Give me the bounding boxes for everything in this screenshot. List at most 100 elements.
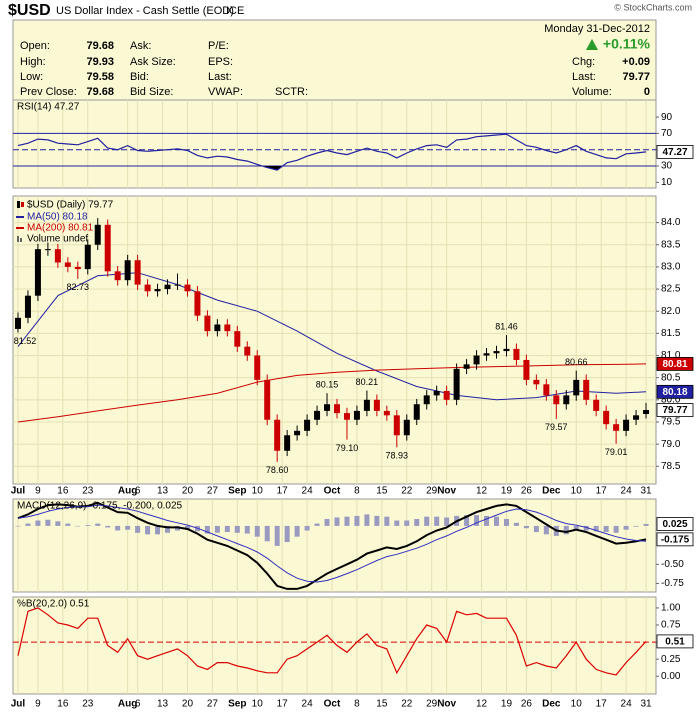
histogram-bar [324, 518, 330, 526]
x-tick-label: 17 [277, 699, 289, 710]
candle-body [94, 224, 101, 245]
x-tick-label: 10 [571, 486, 583, 497]
legend-icon [21, 202, 24, 207]
price-annotation: 81.52 [14, 336, 37, 346]
histogram-bar [65, 523, 71, 526]
stat-value: +0.09 [622, 56, 650, 68]
quote-box [12, 19, 657, 101]
candle-body [264, 379, 271, 420]
candle-body [134, 260, 141, 285]
legend-icon [17, 236, 19, 242]
histogram-bar [513, 522, 519, 526]
panel-title: RSI(14) 47.27 [17, 102, 80, 113]
histogram-bar [55, 521, 61, 526]
stat-label: Prev Close: [20, 86, 77, 98]
histogram-bar [264, 525, 270, 542]
candle-body [603, 410, 610, 425]
y-tick-label: 30 [661, 161, 673, 172]
candle-body [294, 430, 301, 436]
y-tick-label: 80.5 [661, 372, 681, 383]
histogram-bar [543, 525, 549, 535]
y-tick-label: 78.5 [661, 461, 681, 472]
candle-body [403, 419, 410, 436]
x-tick-label: 6 [135, 699, 141, 710]
value-box-label: 80.81 [662, 359, 687, 370]
candle-body [623, 419, 630, 431]
histogram-bar [85, 525, 91, 526]
stat-label: Volume: [572, 86, 612, 98]
x-tick-label: 31 [640, 486, 652, 497]
candle-body [104, 224, 111, 272]
candle-body [84, 244, 91, 270]
stat-value: 79.68 [86, 40, 114, 52]
histogram-bar [384, 516, 390, 526]
value-box-label: 79.77 [662, 405, 687, 416]
price-annotation: 78.60 [266, 465, 289, 475]
y-tick-label: 79.0 [661, 439, 681, 450]
candle-body [553, 395, 560, 405]
field-label: Bid Size: [130, 86, 173, 98]
value-box-label: -0.175 [661, 534, 690, 545]
field-label: Bid: [130, 71, 149, 83]
stat-value: 79.68 [86, 86, 114, 98]
candle-body [533, 379, 540, 385]
candle-body [503, 348, 510, 352]
histogram-bar [503, 518, 509, 526]
x-tick-label: 19 [501, 486, 513, 497]
candle-body [24, 295, 31, 318]
y-tick-label: 83.0 [661, 262, 681, 273]
candle-body [393, 415, 400, 436]
histogram-bar [244, 525, 250, 534]
x-tick-label: 22 [401, 486, 413, 497]
indicator-line [17, 607, 647, 676]
candle-body [54, 249, 61, 263]
field-label: Ask: [130, 40, 151, 52]
x-tick-label: 29 [426, 486, 438, 497]
legend-label: MA(50) 80.18 [27, 212, 88, 223]
candle-body [583, 379, 590, 400]
value-box [656, 145, 694, 159]
candle-body [483, 353, 490, 356]
histogram-bar [184, 525, 190, 530]
price-annotation: 81.46 [495, 322, 518, 332]
x-tick-label: 16 [57, 486, 69, 497]
field-label: P/E: [208, 40, 229, 52]
candle-body [633, 415, 640, 420]
histogram-bar [25, 523, 31, 526]
value-box [656, 517, 694, 531]
x-tick-label: 10 [252, 486, 264, 497]
y-tick-label: 84.0 [661, 217, 681, 228]
y-tick-label: 83.5 [661, 239, 681, 250]
histogram-bar [493, 516, 499, 526]
x-tick-label: 12 [476, 486, 488, 497]
panel [12, 498, 657, 593]
up-arrow [586, 39, 598, 50]
candle-body [214, 324, 221, 332]
candle-body [144, 284, 151, 292]
y-tick-label: 10 [661, 177, 673, 188]
histogram-bar [294, 525, 300, 537]
y-tick-label: -0.50 [661, 559, 684, 570]
histogram-bar [95, 523, 101, 526]
plot-area [13, 100, 656, 188]
field-label: SCTR: [275, 86, 308, 98]
panel [12, 195, 657, 485]
candle-body [324, 404, 331, 411]
candle-body [234, 331, 241, 347]
value-box [656, 634, 694, 649]
x-tick-label: 20 [182, 699, 194, 710]
panel-title: %B(20,2.0) 0.51 [17, 599, 90, 610]
x-tick-label: 17 [596, 486, 608, 497]
histogram-bar [274, 525, 280, 546]
credit: © StockCharts.com [614, 2, 692, 12]
value-box-label: 80.18 [662, 387, 687, 398]
x-tick-label: Sep [228, 699, 246, 710]
value-box [656, 384, 694, 399]
candle-body [254, 355, 261, 380]
candle-body [304, 419, 311, 431]
candle-body [513, 348, 520, 360]
price-annotation: 79.01 [605, 447, 628, 457]
x-tick-label: 24 [621, 699, 633, 710]
x-tick-label: Dec [542, 699, 561, 710]
symbol: $USD [8, 2, 51, 19]
